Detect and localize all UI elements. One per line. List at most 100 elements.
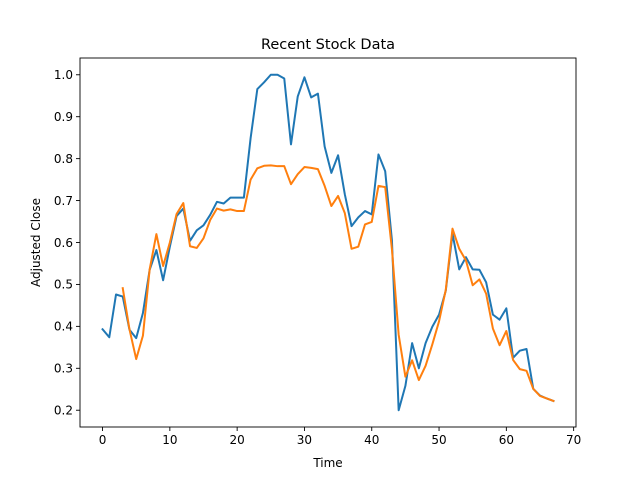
series-2-point xyxy=(310,167,312,169)
series-1-point xyxy=(398,409,400,411)
chart-title: Recent Stock Data xyxy=(261,37,395,53)
series-2-point xyxy=(425,365,427,367)
series-1-point xyxy=(478,269,480,271)
series-2-point xyxy=(324,185,326,187)
series-2-point xyxy=(297,173,299,175)
x-tick-label: 20 xyxy=(230,433,245,447)
series-1-point xyxy=(216,201,218,203)
series-2-point xyxy=(330,205,332,207)
series-1-point xyxy=(364,210,366,212)
series-1-point xyxy=(236,197,238,199)
series-2-point xyxy=(404,376,406,378)
series-1-point xyxy=(102,328,104,330)
series-2-point xyxy=(303,166,305,168)
series-2-point xyxy=(263,165,265,167)
series-2-point xyxy=(182,202,184,204)
series-1-point xyxy=(297,96,299,98)
series-2-point xyxy=(142,335,144,337)
series-1-point xyxy=(505,307,507,309)
series-2-point xyxy=(485,293,487,295)
series-1-point xyxy=(384,170,386,172)
x-tick-label: 50 xyxy=(431,433,446,447)
x-tick-label: 10 xyxy=(162,433,177,447)
series-1-point xyxy=(418,367,420,369)
series-1-point xyxy=(377,153,379,155)
series-2-point xyxy=(512,359,514,361)
series-2-point xyxy=(216,208,218,210)
series-2-point xyxy=(290,183,292,185)
x-tick-label: 40 xyxy=(364,433,379,447)
series-2-point xyxy=(398,334,400,336)
series-1-point xyxy=(135,337,137,339)
series-1-point xyxy=(283,78,285,80)
series-2-point xyxy=(526,370,528,372)
y-tick-label: 0.5 xyxy=(54,278,73,292)
series-2-point xyxy=(465,260,467,262)
x-axis-label: Time xyxy=(312,456,342,470)
series-1-point xyxy=(256,88,258,90)
x-tick-label: 0 xyxy=(99,433,107,447)
series-1-point xyxy=(330,172,332,174)
series-1-point xyxy=(317,93,319,95)
series-1-point xyxy=(310,96,312,98)
series-2-point xyxy=(256,167,258,169)
series-1-point xyxy=(142,312,144,314)
series-2-point xyxy=(169,242,171,244)
series-2-point xyxy=(552,400,554,402)
series-2-point xyxy=(128,328,130,330)
series-1-point xyxy=(404,385,406,387)
series-2-point xyxy=(122,287,124,289)
series-1-point xyxy=(425,342,427,344)
series-2-point xyxy=(162,265,164,267)
series-2-point xyxy=(364,223,366,225)
series-1-point xyxy=(303,76,305,78)
series-2-point xyxy=(243,210,245,212)
series-1-line xyxy=(101,73,555,412)
series-2-point xyxy=(492,327,494,329)
series-1-point xyxy=(492,314,494,316)
series-2-point xyxy=(546,397,548,399)
y-tick-label: 0.4 xyxy=(54,320,73,334)
series-1-point xyxy=(243,197,245,199)
y-tick-label: 0.6 xyxy=(54,236,73,250)
series-1-point xyxy=(108,336,110,338)
y-tick-label: 0.9 xyxy=(54,110,73,124)
series-2-point xyxy=(236,210,238,212)
series-1-point xyxy=(263,81,265,83)
series-2-point xyxy=(337,195,339,197)
series-1-point xyxy=(431,326,433,328)
series-2-point xyxy=(229,208,231,210)
series-1-point xyxy=(344,193,346,195)
series-2-line xyxy=(121,164,555,403)
series-1-point xyxy=(337,154,339,156)
series-1-point xyxy=(162,279,164,281)
series-1-point xyxy=(229,197,231,199)
series-1-point xyxy=(155,249,157,251)
series-1-point xyxy=(499,319,501,321)
series-2-point xyxy=(209,219,211,221)
series-1-point xyxy=(290,143,292,145)
plot-area xyxy=(101,73,555,412)
series-2-point xyxy=(270,164,272,166)
series-2-point xyxy=(539,395,541,397)
x-tick-label: 60 xyxy=(499,433,514,447)
series-1-point xyxy=(357,216,359,218)
series-2-point xyxy=(411,359,413,361)
series-1-point xyxy=(324,145,326,147)
series-1-point xyxy=(209,214,211,216)
series-1-point xyxy=(458,268,460,270)
series-2-point xyxy=(505,330,507,332)
series-2-point xyxy=(223,210,225,212)
series-2-point xyxy=(149,268,151,270)
series-2-point xyxy=(351,248,353,250)
series-2-point xyxy=(196,247,198,249)
series-1-point xyxy=(472,268,474,270)
series-2-point xyxy=(452,228,454,230)
series-2-point xyxy=(499,344,501,346)
series-2-point xyxy=(532,388,534,390)
series-2-point xyxy=(391,248,393,250)
x-tick-label: 70 xyxy=(566,433,581,447)
series-1-point xyxy=(519,350,521,352)
series-1-point xyxy=(485,281,487,283)
